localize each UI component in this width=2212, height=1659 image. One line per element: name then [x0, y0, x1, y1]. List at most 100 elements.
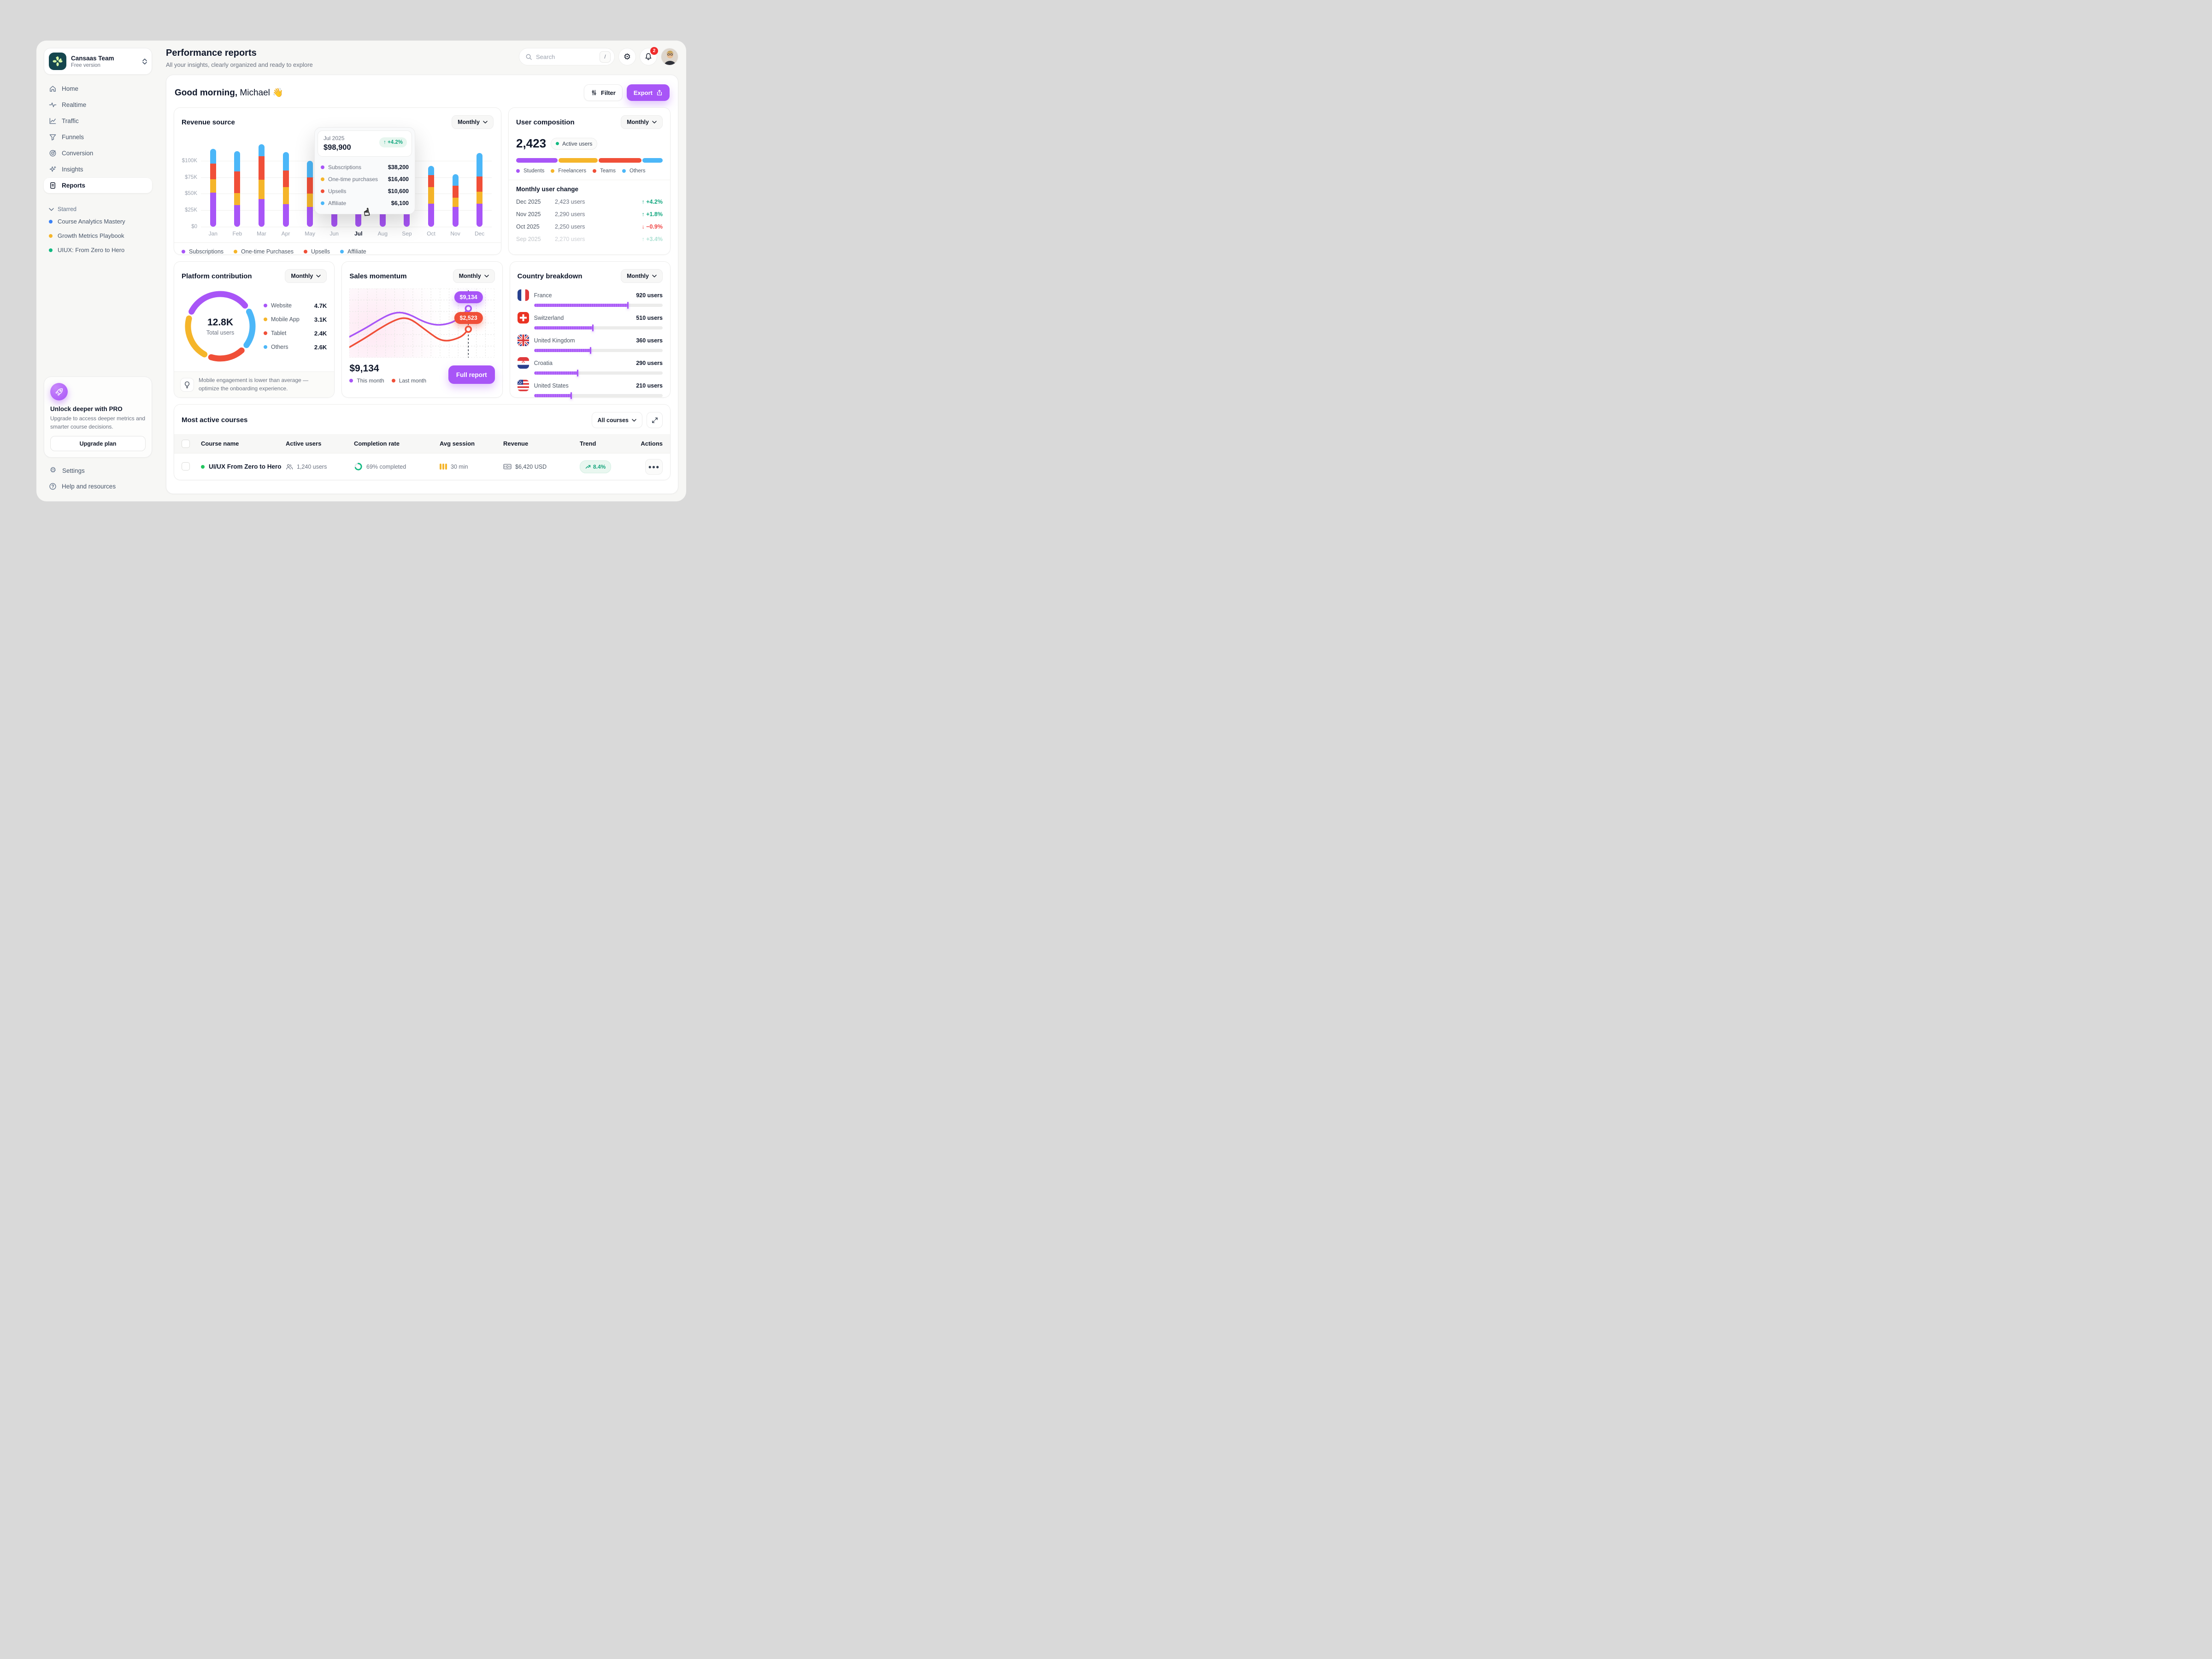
screen: Cansaas Team Free version Home Realtime [0, 0, 723, 542]
team-logo-icon [49, 53, 66, 70]
team-name: Cansaas Team [71, 54, 114, 62]
user-change-row: Dec 2025 2,423 users ↑ +4.2% [516, 199, 663, 205]
croatia-flag-icon [517, 357, 529, 369]
full-report-button[interactable]: Full report [448, 365, 495, 384]
courses-title: Most active courses [182, 416, 248, 424]
composition-segment-others [642, 158, 663, 163]
page-header: Performance reports All your insights, c… [166, 47, 678, 68]
search-input-wrap[interactable]: / [519, 48, 615, 65]
chevron-down-icon [316, 275, 321, 277]
realtime-icon [49, 102, 57, 107]
revenue-bar-May[interactable] [298, 141, 322, 227]
tooltip-change-badge: ↑ +4.2% [379, 137, 407, 147]
country-row-us: United States 210 users [517, 380, 663, 399]
total-users-value: 12.8K [207, 317, 234, 328]
switzerland-flag-icon [517, 312, 529, 324]
upgrade-plan-button[interactable]: Upgrade plan [50, 436, 146, 451]
revenue-bar-Jan[interactable] [201, 141, 225, 227]
select-all-checkbox[interactable] [182, 439, 190, 448]
sales-title: Sales momentum [349, 272, 407, 280]
notifications-button[interactable]: 2 [640, 47, 658, 65]
revenue-period-dropdown[interactable]: Monthly [452, 115, 494, 129]
sidebar-item-realtime[interactable]: Realtime [44, 97, 152, 112]
sidebar-item-conversion[interactable]: Conversion [44, 146, 152, 161]
settings-button[interactable]: ⚙ [618, 48, 636, 65]
starred-header[interactable]: Starred [44, 204, 152, 214]
status-dot-icon [201, 465, 205, 469]
user-avatar[interactable] [661, 48, 678, 65]
most-active-courses-card: Most active courses All courses [174, 404, 671, 480]
expand-table-button[interactable] [647, 412, 663, 428]
active-users-cell: 1,240 users [286, 464, 354, 470]
table-header: Course name Active users Completion rate… [174, 434, 670, 453]
us-flag-icon [517, 380, 529, 391]
active-users-badge: Active users [551, 137, 598, 150]
sidebar-item-reports[interactable]: Reports [44, 178, 152, 193]
tooltip-total: $98,900 [324, 143, 351, 152]
session-bars-icon [440, 464, 447, 470]
revenue-bar-chart: Jul 2025 $98,900 ↑ +4.2% Subscriptions $3… [182, 127, 492, 229]
platform-contribution-card: Platform contribution Monthly 12.8K [174, 261, 335, 398]
search-icon [526, 54, 532, 60]
export-button[interactable]: Export [626, 84, 670, 101]
all-courses-dropdown[interactable]: All courses [591, 412, 642, 428]
row-actions-button[interactable]: ●●● [645, 459, 663, 475]
app-window: Cansaas Team Free version Home Realtime [36, 41, 686, 501]
user-composition-title: User composition [516, 118, 575, 126]
revenue-bar-Oct[interactable] [419, 141, 443, 227]
traffic-icon [49, 118, 56, 124]
tooltip-month: Jul 2025 [324, 135, 345, 141]
sidebar-footer: ⚙ Settings Help and resources [44, 463, 152, 494]
revenue-legend: Subscriptions One-time Purchases Upsells… [174, 242, 501, 255]
sidebar-item-traffic[interactable]: Traffic [44, 113, 152, 129]
page-title: Performance reports [166, 48, 257, 58]
team-switcher-chevrons-icon [142, 58, 147, 65]
sidebar-item-help[interactable]: Help and resources [44, 479, 152, 494]
team-switcher[interactable]: Cansaas Team Free version [44, 48, 152, 75]
platform-period-dropdown[interactable]: Monthly [285, 269, 327, 283]
country-period-dropdown[interactable]: Monthly [621, 269, 663, 283]
sales-big-value: $9,134 [349, 363, 379, 374]
greeting: Good morning, Michael 👋 [175, 88, 283, 98]
revenue-month-labels: Jan Feb Mar Apr May Jun Jul Aug Sep Oct Nov Dec [208, 230, 485, 237]
revenue-title: Revenue source [182, 118, 235, 126]
country-breakdown-card: Country breakdown Monthly France 920 user… [509, 261, 671, 399]
country-row-switzerland: Switzerland 510 users [517, 312, 663, 331]
sidebar-item-funnels[interactable]: Funnels [44, 129, 152, 145]
revenue-bar-Apr[interactable] [274, 141, 298, 227]
composition-segment-teams [598, 158, 642, 163]
yellow-dot-icon [49, 234, 53, 238]
sidebar-item-settings[interactable]: ⚙ Settings [49, 466, 85, 474]
filter-button[interactable]: Filter [584, 84, 623, 101]
this-month-value-badge: $9,134 [454, 291, 483, 303]
search-input[interactable] [536, 53, 587, 60]
pro-description: Upgrade to access deeper metrics and sma… [50, 415, 146, 430]
revenue-bar-Nov[interactable] [443, 141, 468, 227]
starred-item-course-analytics[interactable]: Course Analytics Mastery [44, 214, 152, 229]
revenue-bar-Mar[interactable] [249, 141, 274, 227]
table-row[interactable]: UI/UX From Zero to Hero 1,240 users 69% … [174, 453, 670, 480]
sales-period-dropdown[interactable]: Monthly [453, 269, 495, 283]
completion-cell: 69% completed [354, 462, 440, 471]
dashboard-card: Good morning, Michael 👋 Filter Export [166, 75, 678, 494]
starred-item-uiux-zero-hero[interactable]: UIUX: From Zero to Hero [44, 243, 152, 257]
row-checkbox[interactable] [182, 462, 190, 471]
sidebar-item-home[interactable]: Home [44, 81, 152, 96]
uk-flag-icon [517, 335, 529, 346]
report-document-icon [50, 182, 55, 189]
lightbulb-icon [180, 377, 194, 392]
tooltip-row: One-time purchases $16,400 [321, 173, 409, 185]
user-change-row: Oct 2025 2,250 users ↓ −0.9% [516, 224, 663, 230]
country-rows: France 920 users Switzerland 510 users Uni [517, 289, 663, 399]
revenue-bar-Dec[interactable] [467, 141, 492, 227]
trend-cell: 8.4% [580, 460, 633, 473]
tooltip-row: Upsells $10,600 [321, 185, 409, 197]
user-composition-period-dropdown[interactable]: Monthly [621, 115, 663, 129]
chevron-down-icon [483, 121, 488, 124]
sidebar-item-insights[interactable]: Insights [44, 162, 152, 177]
user-change-row: Nov 2025 2,290 users ↑ +1.8% [516, 211, 663, 218]
starred-item-growth-metrics[interactable]: Growth Metrics Playbook [44, 229, 152, 243]
bell-icon [645, 53, 652, 60]
revenue-bar-Feb[interactable] [225, 141, 250, 227]
composition-segment-students [516, 158, 558, 163]
